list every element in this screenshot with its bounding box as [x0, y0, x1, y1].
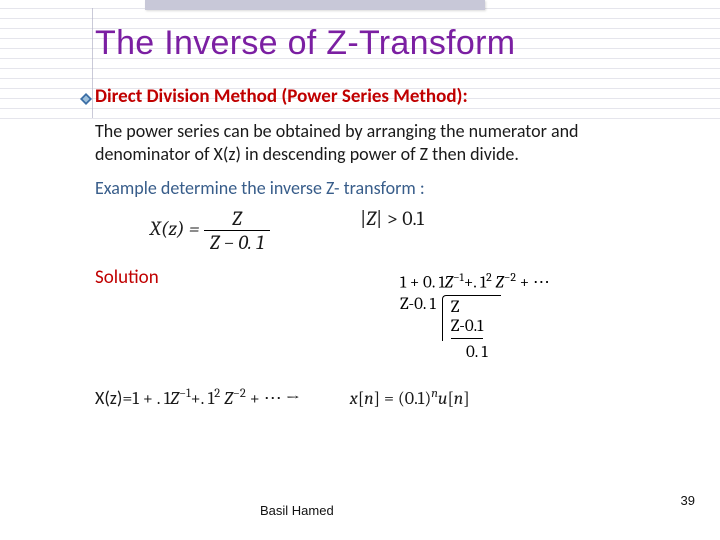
eq-numerator: Z	[204, 207, 270, 230]
top-accent-bar	[145, 0, 485, 10]
result-lhs-prefix: X(z)	[95, 387, 122, 409]
method-heading: Direct Division Method (Power Series Met…	[95, 85, 675, 108]
slide-title: The Inverse of Z-Transform	[95, 24, 515, 63]
eq-fraction: Z Z − 0. 1	[204, 207, 270, 254]
long-div-step1: Z-0.1	[451, 317, 484, 339]
example-prompt: Example determine the inverse Z- transfo…	[95, 177, 675, 199]
eq-lhs: X(z) =	[150, 217, 199, 240]
diamond-bullet-icon	[80, 93, 92, 105]
dividend: Z	[451, 298, 460, 317]
equation-xz: X(z) = Z Z − 0. 1 |Z| > 0.1	[150, 207, 675, 254]
footer-author: Basil Hamed	[260, 503, 334, 518]
eq-condition: |Z| > 0.1	[360, 207, 424, 254]
slide-body: Direct Division Method (Power Series Met…	[95, 85, 675, 409]
result-rhs: x[n] = (0.1)nu[n]	[350, 387, 470, 409]
result-expression: X(z)=1 + . 1Z−1+. 12 Z−2 + ⋯ → x[n] = (0…	[95, 387, 675, 409]
quotient: 1 + 0. 1Z−1+. 12 Z−2 + ⋯	[400, 270, 550, 293]
eq-denominator: Z − 0. 1	[204, 230, 270, 254]
dividend-bracket: Z Z-0.1	[442, 295, 501, 341]
long-division: 1 + 0. 1Z−1+. 12 Z−2 + ⋯ Z-0. 1 Z Z-0.1 …	[400, 270, 550, 362]
divisor: Z-0. 1	[400, 295, 442, 314]
method-description: The power series can be obtained by arra…	[95, 120, 675, 165]
page-number: 39	[681, 493, 695, 508]
solution-label: Solution	[95, 266, 675, 289]
remainder-1: 0. 1	[466, 343, 550, 362]
